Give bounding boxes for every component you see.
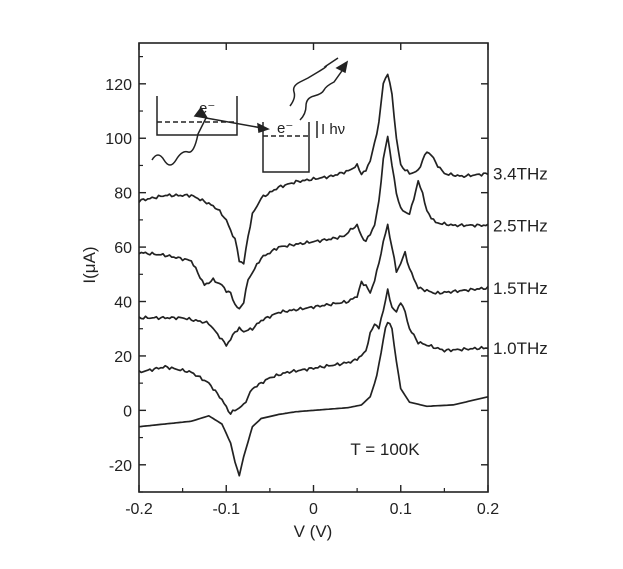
y-tick-label: 120 xyxy=(105,77,132,94)
plot-frame xyxy=(138,42,489,493)
emitted-photon-wave-2-icon xyxy=(299,67,345,121)
x-tick-label: 0 xyxy=(309,501,318,518)
data-series: 1.0THz 1.5THz 2.5THz 3.4THz xyxy=(138,73,548,477)
series-label: 2.5THz xyxy=(493,216,548,235)
left-well xyxy=(156,96,238,136)
series-label: 1.0THz xyxy=(493,339,548,358)
emitted-photon-arrowhead-icon xyxy=(335,60,349,74)
inset-electron-left: e⁻ xyxy=(199,100,215,117)
series-line-1.5THz xyxy=(138,223,489,347)
emitted-photon-wave-icon xyxy=(289,57,339,107)
y-axis-title: I(μA) xyxy=(80,246,99,283)
x-tick-label: 0.1 xyxy=(390,501,412,518)
y-tick-label: 100 xyxy=(105,131,132,148)
x-tick-label: -0.1 xyxy=(212,501,240,518)
series-label: 3.4THz xyxy=(493,165,548,184)
series-line-3.4THz xyxy=(138,73,489,265)
y-tick-label: 20 xyxy=(114,349,132,366)
inset-schematic xyxy=(151,57,349,173)
y-tick-label: 0 xyxy=(123,403,132,420)
y-tick-label: -20 xyxy=(109,458,132,475)
series-line-dark xyxy=(138,321,489,477)
x-axis-title: V (V) xyxy=(294,522,333,541)
series-line-2.5THz xyxy=(138,135,489,310)
temperature-annotation: T = 100K xyxy=(350,440,420,459)
y-tick-label: 80 xyxy=(114,186,132,203)
series-line-1.0THz xyxy=(138,288,489,415)
transfer-arrowhead-icon xyxy=(257,122,270,134)
inset-photon-emission: I hν xyxy=(321,121,345,138)
absorbed-photon-arrowhead-icon xyxy=(193,106,209,120)
absorbed-photon-wave-icon xyxy=(151,117,207,166)
axes: -0.2 -0.1 0 0.1 0.2 -20 0 20 40 60 80 100 120 xyxy=(105,43,499,518)
y-tick-label: 60 xyxy=(114,240,132,257)
y-tick-label: 40 xyxy=(114,295,132,312)
x-tick-label: -0.2 xyxy=(125,501,153,518)
inset-electron-right: e⁻ xyxy=(277,120,293,137)
right-well xyxy=(262,122,310,173)
x-tick-label: 0.2 xyxy=(477,501,499,518)
series-label: 1.5THz xyxy=(493,279,548,298)
transfer-arrow-icon xyxy=(205,117,263,129)
